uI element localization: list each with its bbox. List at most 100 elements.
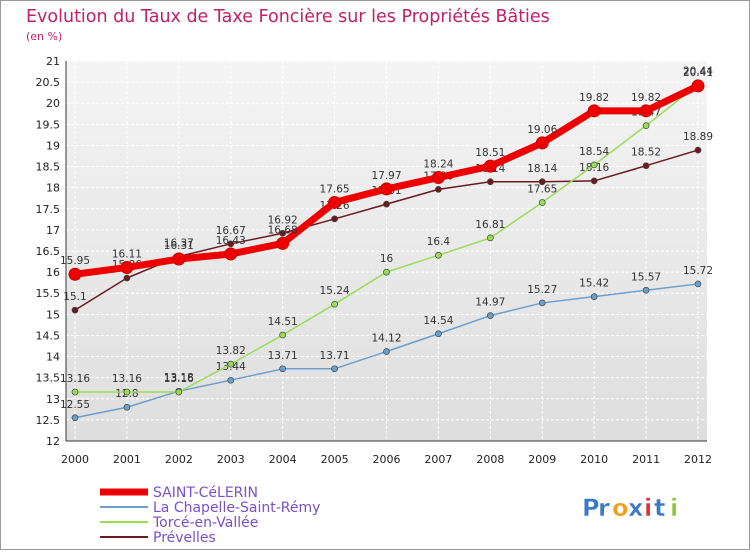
- data-point: [172, 252, 186, 266]
- series-layer: 15.115.8616.3716.6716.9217.2617.6117.961…: [60, 66, 713, 422]
- x-tick-label: 2003: [217, 453, 245, 466]
- data-point: [435, 186, 442, 193]
- data-label: 15.42: [579, 278, 609, 290]
- logo-letter: x: [628, 494, 644, 522]
- series-group: 13.16 13.16 13.16 13.82 14.51 15.24 16 16.4 16.8…: [60, 66, 713, 396]
- data-label: 16.31: [164, 240, 194, 252]
- logo-letter: t: [654, 494, 665, 522]
- data-label: 15.95: [60, 255, 90, 267]
- data-label: 18.14: [527, 163, 557, 175]
- data-label: 13.16: [112, 373, 142, 385]
- data-point: [486, 178, 494, 186]
- x-tick-label: 2004: [269, 453, 297, 466]
- data-point: [694, 280, 702, 288]
- y-tick-label: 16: [46, 266, 60, 279]
- data-point: [331, 215, 338, 223]
- data-label: 16.37: [164, 237, 194, 249]
- y-tick-label: 15.5: [36, 287, 61, 300]
- data-point: [331, 300, 338, 308]
- data-label: 19.82: [579, 92, 609, 104]
- data-label: 13.82: [216, 345, 246, 357]
- data-point: [227, 240, 235, 248]
- data-point: [276, 236, 290, 250]
- x-tick-label: 2002: [165, 453, 193, 466]
- data-point: [328, 195, 342, 209]
- data-point: [380, 182, 393, 196]
- axes: 12 12.5 13 13.5 14 14.5 15 15.5 16 16.5 17 17.5 18 18…: [36, 55, 713, 466]
- data-point: [279, 229, 287, 237]
- data-label: 13.71: [268, 350, 298, 362]
- data-point: [279, 365, 287, 373]
- y-tick-label: 17: [46, 224, 60, 237]
- data-point: [123, 403, 131, 411]
- logo-letter: i: [644, 494, 652, 522]
- data-point: [639, 104, 653, 118]
- y-tick-label: 19: [46, 139, 60, 152]
- data-point: [486, 234, 494, 242]
- y-tick-label: 19.5: [36, 118, 61, 131]
- x-tick-label: 2006: [373, 453, 401, 466]
- data-point: [383, 268, 390, 276]
- data-point: [227, 376, 235, 384]
- data-point: [538, 199, 546, 206]
- data-label: 16.81: [475, 219, 505, 231]
- legend-label: La Chapelle-Saint-Rémy: [153, 500, 320, 516]
- data-point: [383, 348, 390, 355]
- logo-letter: P: [582, 494, 600, 522]
- grid-lines: [66, 60, 707, 442]
- data-label: 18.51: [475, 147, 505, 159]
- logo-letter: i: [670, 494, 678, 522]
- data-label: 20.44: [683, 66, 713, 78]
- data-point: [120, 260, 134, 274]
- data-label: 19.82: [631, 92, 661, 104]
- data-label: 18.89: [683, 131, 713, 143]
- data-label: 14.12: [371, 332, 401, 344]
- data-point: [486, 312, 494, 319]
- data-label: 20.41: [683, 67, 713, 79]
- data-point: [68, 267, 82, 281]
- data-point: [538, 178, 546, 186]
- data-label: 14.97: [475, 297, 505, 309]
- y-tick-label: 14: [46, 351, 60, 364]
- data-point: [483, 159, 497, 173]
- data-label: 17.65: [527, 183, 557, 195]
- x-tick-label: 2001: [113, 453, 141, 466]
- x-tick-label: 2000: [61, 453, 89, 466]
- data-point: [431, 171, 445, 185]
- y-tick-label: 20: [46, 97, 60, 110]
- data-point: [224, 247, 238, 261]
- data-point: [642, 162, 650, 170]
- data-label: 16.43: [216, 235, 246, 247]
- data-point: [71, 388, 79, 396]
- data-label: 16.11: [112, 248, 142, 260]
- data-label: 15.57: [631, 271, 661, 283]
- legend-label: Prévelles: [153, 530, 216, 546]
- data-point: [71, 414, 79, 422]
- data-label: 15.1: [63, 291, 86, 303]
- data-label: 17.97: [371, 170, 401, 182]
- y-tick-label: 13: [46, 393, 60, 406]
- data-label: 16.68: [268, 224, 298, 236]
- data-label: 13.18: [164, 372, 194, 384]
- data-point: [435, 330, 442, 338]
- legend-label: Torcé-en-Vallée: [152, 515, 258, 531]
- y-tick-label: 12: [46, 435, 60, 448]
- data-label: 16: [380, 253, 394, 265]
- x-tick-label: 2007: [424, 453, 452, 466]
- logo-letter: r: [598, 494, 610, 522]
- data-label: 15.24: [320, 285, 350, 297]
- data-point: [694, 146, 702, 154]
- y-tick-label: 13.5: [36, 372, 61, 385]
- y-tick-label: 16.5: [36, 245, 61, 258]
- data-label: 16.92: [268, 214, 298, 226]
- data-point: [642, 122, 650, 129]
- data-label: 17.65: [320, 183, 350, 195]
- y-tick-label: 17.5: [36, 203, 61, 216]
- data-label: 14.54: [423, 315, 453, 327]
- data-point: [123, 274, 131, 282]
- data-label: 12.55: [60, 399, 90, 411]
- y-tick-label: 21: [46, 55, 60, 68]
- data-label: 18.52: [631, 147, 661, 159]
